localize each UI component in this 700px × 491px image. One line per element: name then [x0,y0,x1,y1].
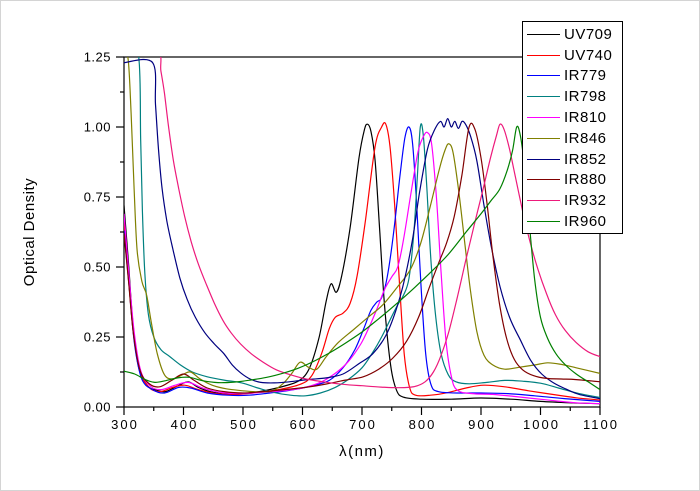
legend-label-IR852: IR852 [564,150,607,168]
legend-item-IR852: IR852 [523,149,622,170]
legend-item-IR960: IR960 [523,211,622,232]
legend-item-IR779: IR779 [523,66,622,87]
legend-item-UV740: UV740 [523,45,622,66]
legend-item-IR798: IR798 [523,86,622,107]
legend-label-IR846: IR846 [564,129,607,147]
y-tick-label: 1.25 [84,50,111,65]
legend-line-sample-UV740 [527,54,560,56]
y-tick-label: 0.50 [84,260,111,275]
legend-item-IR880: IR880 [523,170,622,191]
x-tick-label: 1100 [583,417,619,432]
legend-line-sample-IR810 [527,117,560,119]
y-axis-title: Optical Density [21,177,38,287]
series-line-IR852 [124,58,600,400]
y-tick-label: 0.25 [84,330,111,345]
legend-item-IR846: IR846 [523,128,622,149]
y-tick-label: 1.00 [84,120,111,135]
legend-label-IR798: IR798 [564,88,607,106]
legend-line-sample-IR779 [527,75,560,77]
legend-item-IR810: IR810 [523,107,622,128]
x-tick-label: 700 [349,417,377,432]
x-tick-label: 300 [111,417,139,432]
x-tick-label: 900 [468,417,496,432]
legend-box: UV709 UV740 IR779 IR798 IR810 IR846 IR852 IR880… [522,21,623,234]
legend-line-sample-IR932 [527,200,560,202]
x-axis-title: λ(nm) [339,443,385,460]
legend-line-sample-IR798 [527,96,560,98]
legend-label-IR880: IR880 [564,171,607,189]
series-line-IR798 [138,57,600,399]
legend-line-sample-IR852 [527,158,560,160]
y-tick-label: 0.75 [84,190,111,205]
series-line-IR960 [124,125,600,391]
series-line-IR846 [127,57,600,393]
legend-item-IR932: IR932 [523,190,622,211]
series-line-IR779 [124,126,600,402]
y-tick-label: 0.00 [84,400,111,415]
legend-line-sample-IR880 [527,179,560,181]
x-tick-label: 500 [230,417,258,432]
legend-label-UV709: UV709 [564,25,613,43]
legend-label-IR932: IR932 [564,192,607,210]
legend-label-UV740: UV740 [564,46,613,64]
legend-line-sample-IR960 [527,221,560,223]
x-tick-label: 400 [171,417,199,432]
series-line-IR880 [124,122,600,394]
series-line-UV740 [124,122,600,401]
series-line-UV709 [124,123,600,405]
x-tick-label: 800 [409,417,437,432]
x-tick-label: 600 [290,417,318,432]
legend-label-IR779: IR779 [564,67,607,85]
series-line-IR810 [124,131,600,405]
legend-label-IR960: IR960 [564,213,607,231]
legend-line-sample-IR846 [527,137,560,139]
x-tick-label: 1000 [523,417,560,432]
legend-item-UV709: UV709 [523,24,622,45]
legend-label-IR810: IR810 [564,109,607,127]
legend-line-sample-UV709 [527,33,560,35]
